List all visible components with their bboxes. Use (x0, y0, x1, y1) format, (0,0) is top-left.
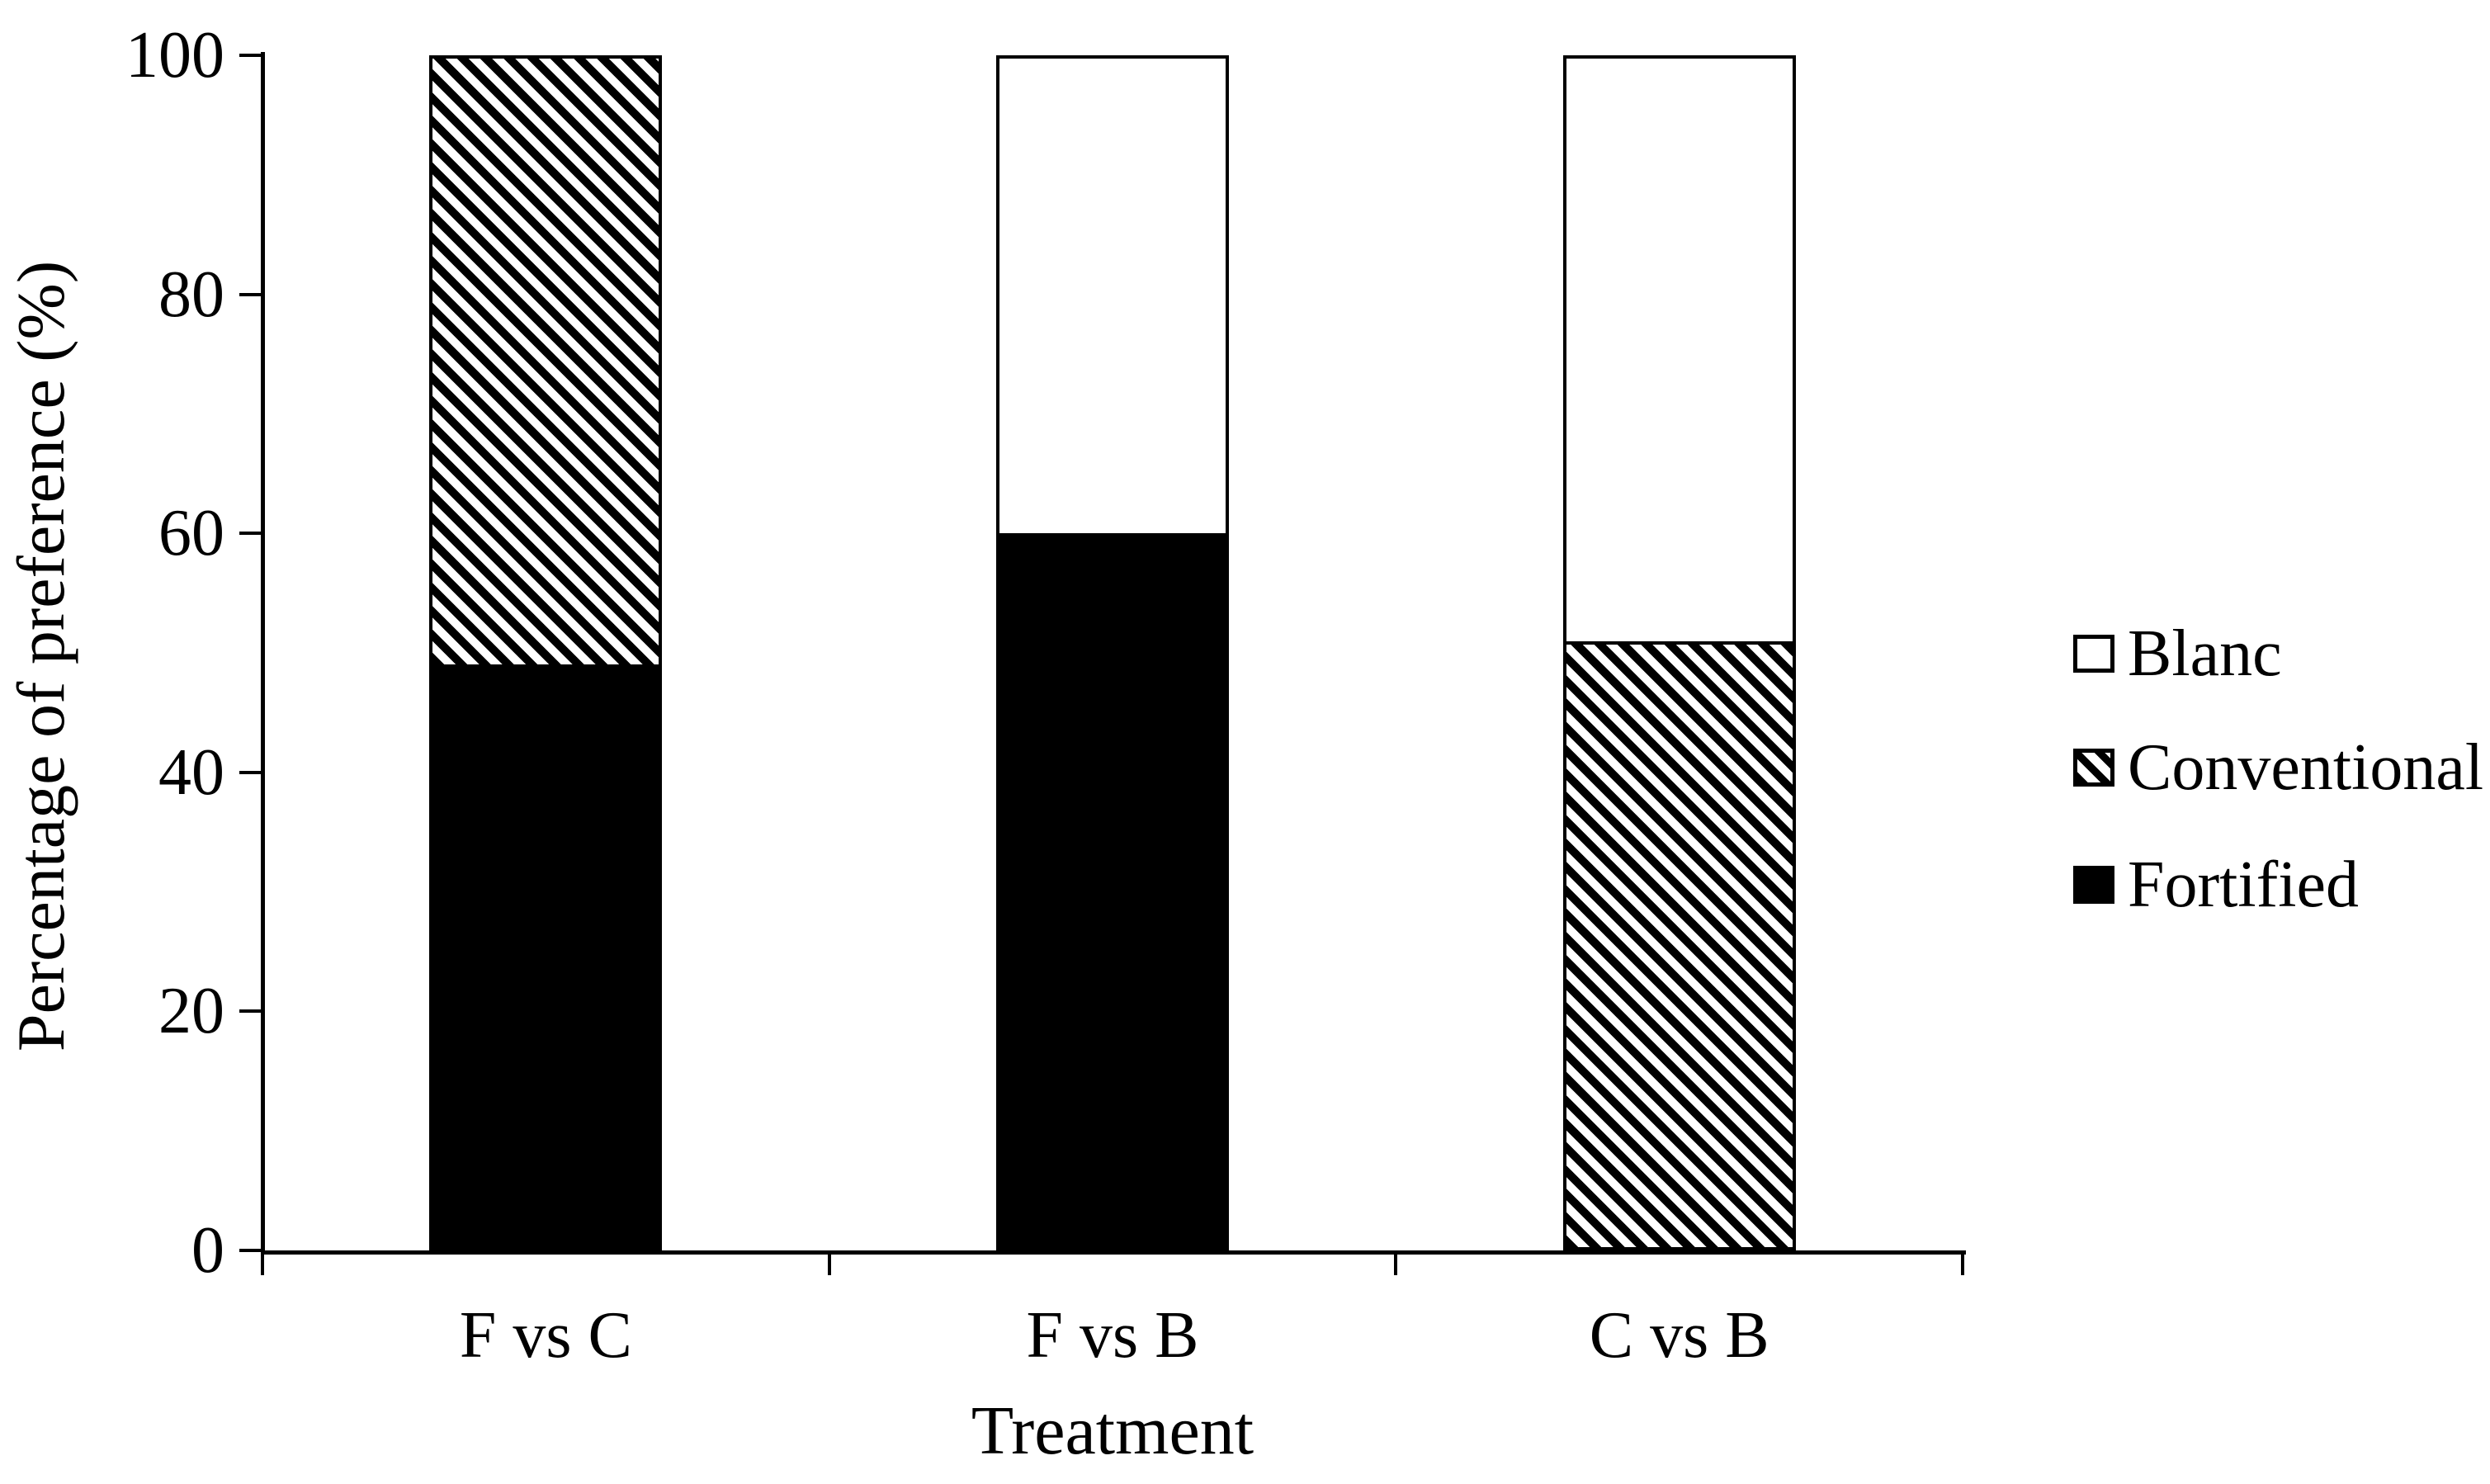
legend-label: Blanc (2128, 617, 2282, 690)
legend-swatch-fortified (2073, 866, 2114, 904)
legend-swatch-conventional (2073, 749, 2114, 787)
bar-segment-fortified (429, 664, 663, 1250)
y-tick (239, 1009, 262, 1014)
y-axis-title: Percentage of preference (%) (3, 260, 78, 1052)
x-category-label: C vs B (1589, 1299, 1769, 1372)
legend-item-blanc: Blanc (2073, 621, 2282, 687)
bar-segment-conventional (1562, 640, 1796, 1250)
bar-segment-conventional (429, 55, 663, 665)
y-tick (239, 770, 262, 774)
bar-segment-blanc (1562, 55, 1796, 641)
x-category-label: F vs C (459, 1299, 632, 1372)
y-tick (239, 1249, 262, 1252)
bar-segment-blanc (996, 55, 1229, 534)
y-tick-label: 100 (125, 19, 224, 92)
y-axis-line (261, 52, 265, 1255)
bar-segment-fortified (996, 533, 1229, 1250)
y-tick (239, 54, 262, 57)
bar-c-vs-b (1562, 55, 1796, 1250)
y-tick-label: 0 (191, 1214, 224, 1287)
y-tick-label: 20 (158, 975, 224, 1048)
bar-f-vs-b (996, 55, 1229, 1250)
x-axis-line (261, 1250, 1966, 1255)
legend-swatch-blanc (2073, 635, 2114, 673)
x-category-label: F vs B (1026, 1299, 1199, 1372)
legend-label: Fortified (2128, 848, 2359, 921)
y-tick-label: 60 (158, 497, 224, 570)
x-tick (1394, 1250, 1398, 1275)
y-tick-label: 80 (158, 258, 224, 331)
bar-f-vs-c (429, 55, 663, 1250)
x-tick (261, 1250, 264, 1275)
legend-item-fortified: Fortified (2073, 852, 2359, 918)
x-tick (1961, 1250, 1964, 1275)
legend-label: Conventional (2128, 731, 2484, 804)
x-axis-title: Treatment (971, 1392, 1254, 1469)
y-tick (239, 292, 262, 296)
y-tick (239, 532, 262, 536)
x-tick (827, 1250, 831, 1275)
legend-item-conventional: Conventional (2073, 735, 2483, 801)
y-tick-label: 40 (158, 735, 224, 809)
